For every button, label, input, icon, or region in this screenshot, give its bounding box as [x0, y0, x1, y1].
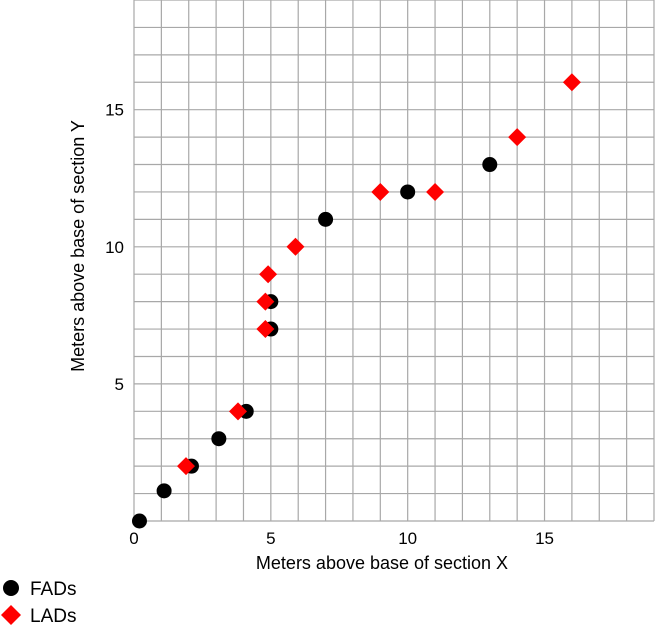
- lads-point: [259, 265, 278, 284]
- fads-point: [482, 157, 498, 173]
- lads-point: [256, 320, 275, 339]
- y-tick-label: 15: [105, 101, 124, 120]
- x-axis-title: Meters above base of section X: [256, 553, 508, 573]
- lads-point: [426, 182, 445, 201]
- lads-point: [177, 457, 195, 476]
- legend-lads-label: LADs: [30, 606, 76, 627]
- y-axis-title: Meters above base of section Y: [68, 120, 88, 372]
- data-points: [131, 73, 581, 529]
- tick-labels: 0 5 10 15 5 10 15: [105, 101, 554, 548]
- legend-fads-marker: [3, 580, 19, 596]
- y-tick-label: 10: [105, 238, 124, 257]
- grid: [133, 0, 655, 522]
- y-tick-label: 5: [115, 375, 124, 394]
- legend-fads-label: FADs: [30, 579, 76, 600]
- series-lads: [177, 73, 581, 476]
- x-tick-label: 5: [266, 529, 275, 548]
- legend-lads-marker: [1, 605, 21, 625]
- lads-point: [562, 73, 581, 92]
- fads-point: [318, 211, 334, 227]
- lads-point: [286, 237, 305, 256]
- fads-point: [211, 431, 227, 447]
- x-tick-label: 10: [398, 529, 417, 548]
- fads-point: [156, 483, 172, 499]
- fads-point: [131, 513, 147, 529]
- lads-point: [371, 182, 390, 201]
- fads-point: [400, 184, 416, 200]
- lads-point: [508, 128, 527, 147]
- lads-point: [229, 402, 247, 421]
- lads-point: [256, 292, 275, 311]
- x-tick-label: 0: [129, 529, 138, 548]
- legend: FADs LADs: [1, 579, 76, 627]
- x-tick-label: 15: [535, 529, 554, 548]
